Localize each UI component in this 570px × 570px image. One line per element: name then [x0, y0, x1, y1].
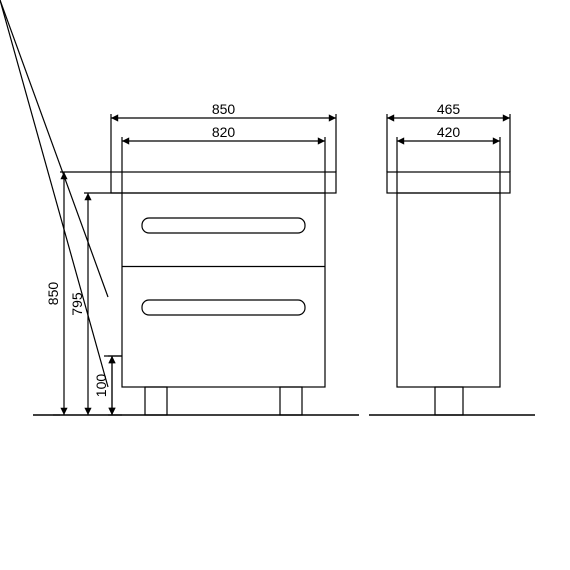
dim-front-width-outer: 850 [212, 101, 236, 117]
dim-front-width-inner: 820 [212, 124, 236, 140]
dim-front-leg: 100 [93, 374, 109, 398]
dim-side-depth-outer: 465 [437, 101, 461, 117]
dim-side-depth-inner: 420 [437, 124, 461, 140]
dim-front-height-outer: 850 [45, 282, 61, 306]
technical-drawing: 850820850795100465420 [0, 0, 535, 415]
